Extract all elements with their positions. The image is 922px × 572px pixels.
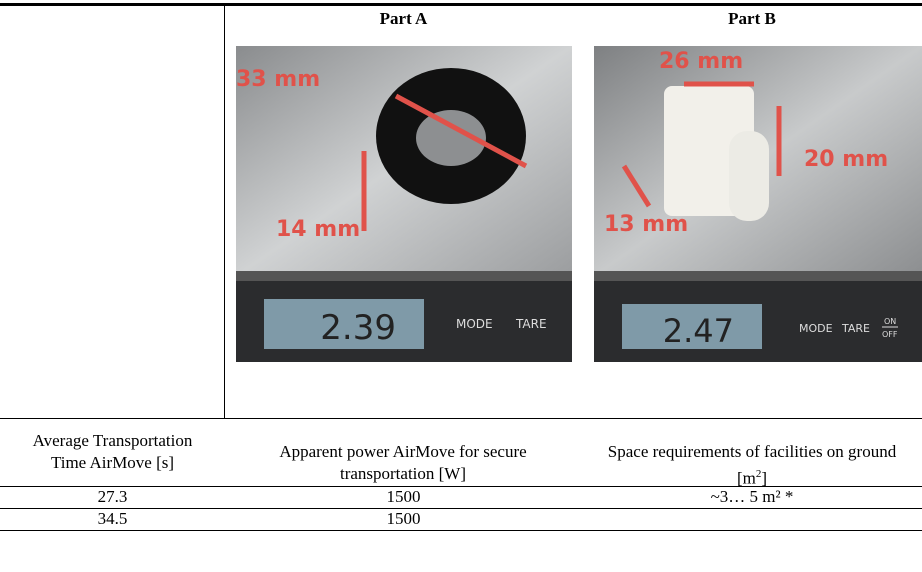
scale-display: 2.47: [663, 312, 734, 350]
scale-button: ON: [884, 317, 896, 326]
dimension-label: 13 mm: [604, 212, 688, 237]
rule: [0, 530, 922, 531]
header-text: Space requirements of facilities on grou…: [608, 442, 896, 488]
column-header: Part A: [225, 8, 582, 30]
data-cell: ~3… 5 m² *: [582, 486, 922, 508]
scale-button: TARE: [515, 317, 547, 331]
scale-button: TARE: [841, 322, 870, 335]
photo-part-b: 26 mm 20 mm 13 mm 2.47 MODE TARE ON OFF: [594, 46, 922, 362]
photo-part-a: 33 mm 14 mm 2.39 MODE TARE: [236, 46, 572, 362]
scale-display: 2.39: [320, 308, 396, 348]
dimension-label: 26 mm: [659, 49, 743, 74]
data-cell: 34.5: [0, 508, 225, 530]
header-cell: Space requirements of facilities on grou…: [592, 441, 912, 490]
scale-button: MODE: [456, 317, 493, 331]
scale-button: OFF: [882, 330, 898, 339]
dimension-label: 33 mm: [236, 67, 320, 92]
rule: [0, 3, 922, 6]
column-header: Part B: [582, 8, 922, 30]
rule: [0, 418, 922, 419]
data-cell: 27.3: [0, 486, 225, 508]
header-cell: Apparent power AirMove for secure transp…: [245, 441, 561, 485]
dimension-label: 20 mm: [804, 147, 888, 172]
dimension-label: 14 mm: [276, 217, 360, 242]
data-cell: 1500: [225, 508, 582, 530]
page: Part A Part B 33 mm 14 mm 2.39 MODE TARE…: [0, 0, 922, 572]
header-text: ]: [761, 469, 767, 488]
scale-button: MODE: [799, 322, 833, 335]
data-cell: 1500: [225, 486, 582, 508]
rule: [224, 5, 225, 419]
header-cell: Average Transportation Time AirMove [s]: [30, 430, 195, 474]
